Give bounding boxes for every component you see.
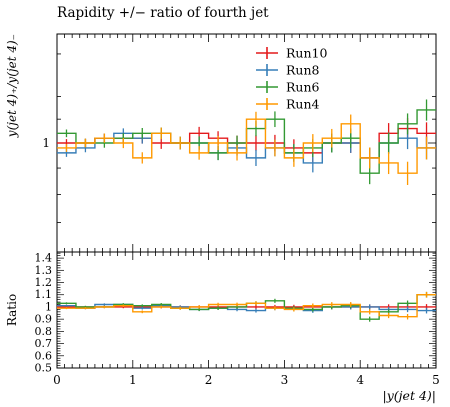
ratio-y-tick-label: 0.6 (35, 349, 53, 362)
x-tick-label: 5 (432, 373, 440, 387)
ratio-y-tick-label: 1 (45, 300, 52, 313)
ratio-y-tick-label: 1.2 (35, 276, 53, 289)
x-tick-label: 1 (129, 373, 137, 387)
series-run4 (57, 111, 436, 186)
main-y-tick-label: 1 (42, 136, 50, 150)
x-tick-label: 0 (53, 373, 61, 387)
ratio-series (57, 291, 436, 322)
ratio-y-tick-label: 1.4 (35, 252, 53, 265)
ratio-y-tick-label: 0.8 (35, 325, 53, 338)
main-series (57, 99, 436, 186)
ratio-panel: 0.50.60.70.80.911.11.21.31.4 Ratio (5, 251, 437, 375)
x-axis-label: |y(jet 4)| (383, 388, 436, 403)
x-tick-label: 3 (281, 373, 289, 387)
legend-label: Run10 (286, 46, 327, 61)
legend-item: Run6 (256, 80, 320, 95)
legend: Run10 Run8 Run6 Run4 (256, 46, 327, 112)
legend-item: Run4 (256, 97, 320, 112)
series-run4 (57, 291, 436, 320)
ratio-y-tick-label: 0.9 (35, 313, 53, 326)
main-ticks (56, 34, 437, 252)
series-line (57, 294, 436, 318)
legend-label: Run4 (286, 97, 320, 112)
chart-title: Rapidity +/− ratio of fourth jet (57, 5, 269, 21)
legend-label: Run8 (286, 63, 320, 78)
ratio-y-tick-label: 0.7 (35, 337, 53, 350)
legend-item: Run10 (256, 46, 327, 61)
ratio-y-axis-label: Ratio (5, 294, 19, 326)
legend-item: Run8 (256, 63, 320, 78)
ratio-ticks (56, 252, 437, 369)
x-tick-label: 2 (205, 373, 213, 387)
x-tick-labels: 0 1 2 3 4 5 (53, 373, 440, 387)
x-tick-label: 4 (356, 373, 364, 387)
ratio-y-tick-label: 1.1 (35, 288, 53, 301)
legend-label: Run6 (286, 80, 320, 95)
ratio-y-tick-label: 0.5 (35, 362, 53, 375)
ratio-y-tick-label: 1.3 (35, 264, 53, 277)
main-panel: 1 y(jet 4)₊/y(jet 4)₋ Run10 Run8 Run6 Run4 (5, 33, 437, 253)
main-y-axis-label: y(jet 4)₊/y(jet 4)₋ (5, 34, 19, 138)
ratio-tick-labels: 0.50.60.70.80.911.11.21.31.4 (35, 252, 53, 375)
